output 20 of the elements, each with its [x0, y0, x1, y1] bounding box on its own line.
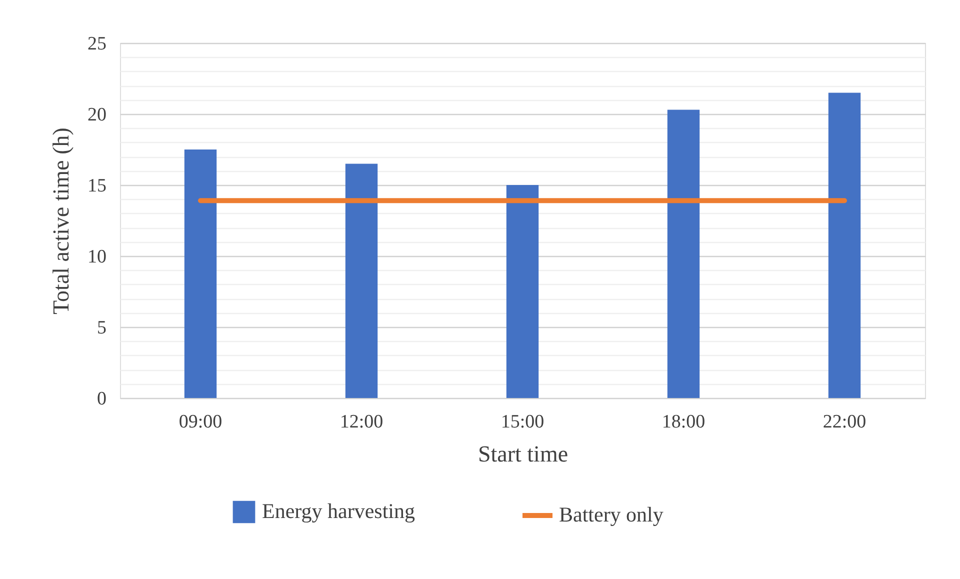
bar — [828, 92, 861, 398]
y-tick-label: 5 — [97, 318, 106, 338]
x-tick-label: 22:00 — [822, 412, 866, 432]
x-tick-label: 18:00 — [662, 412, 706, 432]
y-tick-label: 25 — [88, 34, 106, 54]
y-tick-label: 15 — [88, 176, 106, 196]
bar — [345, 164, 378, 398]
legend-label: Energy harvesting — [262, 499, 416, 523]
bar — [506, 185, 539, 398]
y-tick-label: 10 — [88, 246, 106, 268]
y-tick-label: 20 — [88, 104, 106, 126]
bar — [184, 150, 217, 398]
legend-label: Battery only — [559, 502, 664, 526]
bar — [667, 110, 700, 398]
x-tick-label: 12:00 — [340, 412, 384, 432]
y-tick-label: 0 — [97, 388, 106, 410]
y-axis-title: Total active time (h) — [48, 128, 74, 314]
x-axis-title: Start time — [478, 442, 568, 466]
x-tick-label: 09:00 — [178, 412, 222, 432]
x-tick-label: 15:00 — [500, 412, 544, 432]
